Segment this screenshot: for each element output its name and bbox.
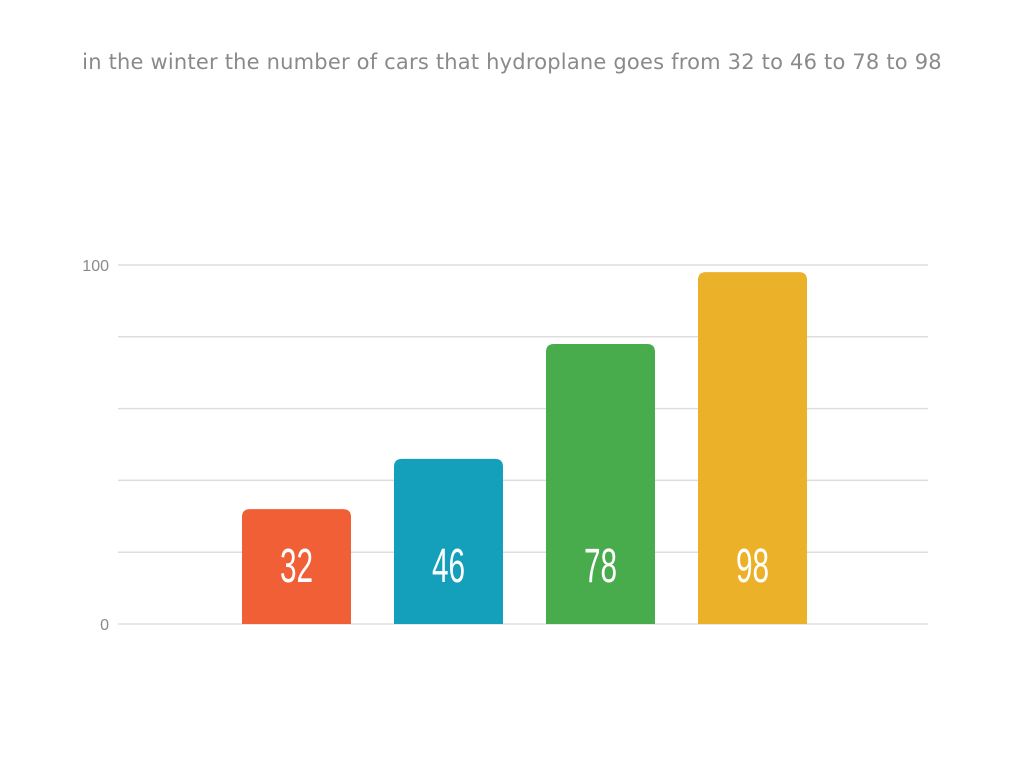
bar-value-label: 98 <box>736 540 769 593</box>
bar <box>546 343 655 624</box>
y-tick-label: 100 <box>82 258 109 275</box>
bar <box>698 272 807 624</box>
y-tick-label: 0 <box>100 617 109 634</box>
bar-value-label: 78 <box>584 540 617 593</box>
bar <box>394 458 503 624</box>
bar-value-label: 46 <box>432 540 465 593</box>
bar <box>242 509 351 624</box>
chart-title: in the winter the number of cars that hy… <box>82 50 942 74</box>
bar-value-label: 32 <box>280 540 313 593</box>
